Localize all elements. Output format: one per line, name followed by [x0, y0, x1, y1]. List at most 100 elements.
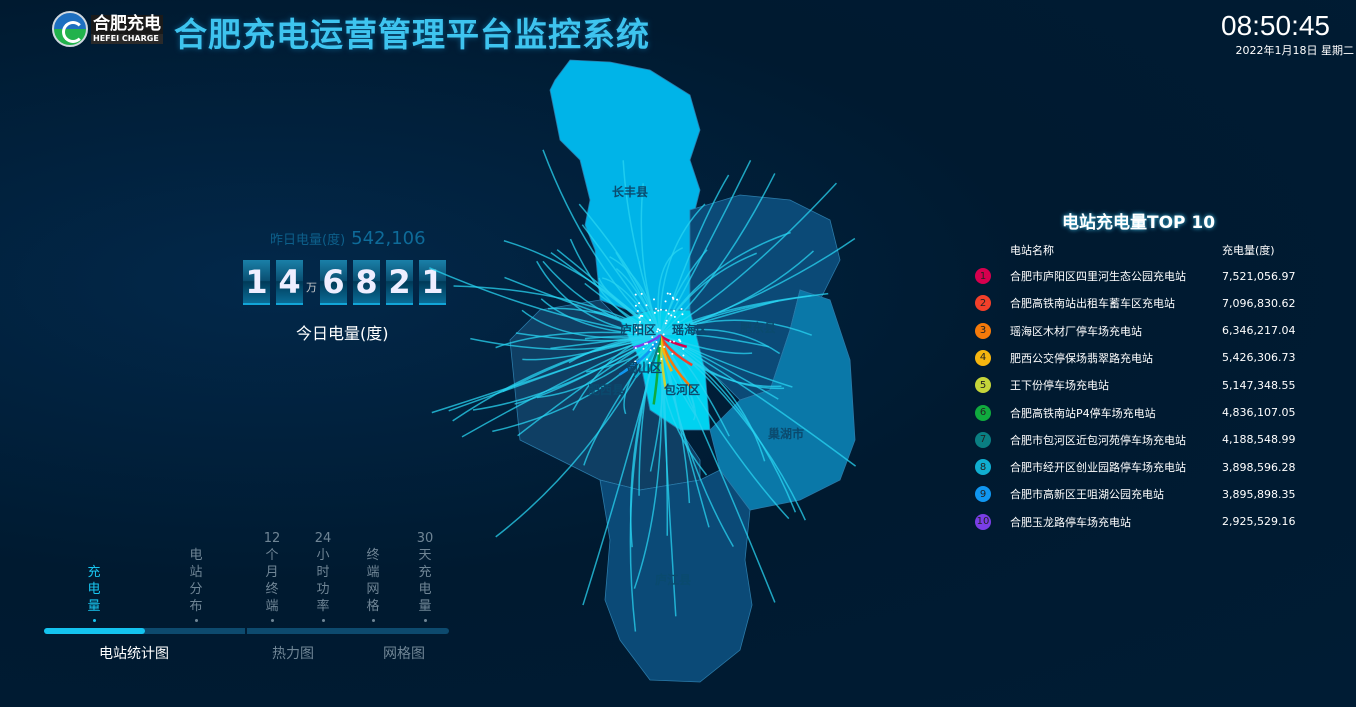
station-dot [649, 349, 652, 352]
flow-line [429, 267, 661, 336]
vtab-dot [270, 619, 274, 622]
rank-badge: 3 [975, 322, 991, 339]
station-dot [665, 319, 668, 322]
flow-line [540, 298, 661, 336]
station-dot [656, 330, 659, 333]
station-dot [634, 323, 637, 326]
station-dot [667, 312, 670, 315]
station-dot [646, 358, 649, 361]
station-dot [642, 347, 645, 350]
top10-row[interactable]: 1 合肥市庐阳区四里河生态公园充电站 7,521,056.97 [975, 266, 1335, 286]
top10-row[interactable]: 6 合肥高铁南站P4停车场充电站 4,836,107.05 [975, 403, 1335, 423]
station-value: 6,346,217.04 [1222, 324, 1296, 338]
vtab-label: 电站分布 [189, 548, 203, 614]
flow-line [472, 334, 661, 411]
logo-cn: 合肥充电 [91, 13, 163, 34]
station-value: 3,898,596.28 [1222, 460, 1296, 474]
station-dot [655, 341, 658, 344]
station-dot [653, 347, 656, 350]
flow-line [659, 252, 757, 336]
station-dot [651, 343, 654, 346]
map-region-label: 肥东县 [740, 320, 776, 335]
flow-line [615, 251, 661, 336]
station-dot [638, 326, 641, 329]
rank-badge: 4 [975, 349, 991, 366]
flow-line [659, 182, 838, 336]
flow-line [659, 159, 752, 336]
vtab-dot [194, 619, 198, 622]
vtab-1[interactable]: 电站分布 [184, 547, 208, 622]
top10-row[interactable]: 7 合肥市包河区近包河苑停车场充电站 4,188,548.99 [975, 430, 1335, 450]
flow-line [569, 238, 661, 336]
rank-badge: 9 [975, 486, 991, 503]
station-name: 王下份停车场充电站 [1010, 379, 1109, 393]
top10-row[interactable]: 4 肥西公交停保场翡翠路充电站 5,426,306.73 [975, 348, 1335, 368]
vtab-dot [92, 619, 96, 622]
station-dot [673, 309, 676, 312]
vtab-2[interactable]: 12个月终端 [260, 530, 284, 622]
station-dot [671, 352, 674, 355]
vtab-label: 终端网格 [366, 548, 380, 614]
rank-badge: 7 [975, 431, 991, 448]
station-dot [669, 293, 672, 296]
station-dot [634, 293, 637, 296]
rank-badge: 8 [975, 459, 991, 476]
top10-row[interactable]: 10 合肥玉龙路停车场充电站 2,925,529.16 [975, 512, 1335, 532]
station-dot [660, 358, 663, 361]
top10-row[interactable]: 2 合肥高铁南站出租车蓄车区充电站 7,096,830.62 [975, 293, 1335, 313]
station-name: 合肥高铁南站P4停车场充电站 [1010, 406, 1156, 420]
station-name: 合肥高铁南站出租车蓄车区充电站 [1010, 297, 1175, 311]
station-dot [669, 340, 672, 343]
station-value: 5,426,306.73 [1222, 351, 1296, 365]
station-dot [653, 311, 656, 314]
top10-row[interactable]: 3 瑶海区木材厂停车场充电站 6,346,217.04 [975, 321, 1335, 341]
flow-line [659, 334, 734, 548]
station-name: 合肥市包河区近包河苑停车场充电站 [1010, 433, 1186, 447]
vtab-4[interactable]: 终端网格 [361, 547, 385, 622]
digit: 2 [386, 260, 413, 305]
vtab-5[interactable]: 30天充电量 [413, 530, 437, 622]
station-dot [673, 340, 676, 343]
station-dot [646, 342, 649, 345]
rank-badge: 2 [975, 295, 991, 312]
station-dot [657, 309, 660, 312]
station-dot [662, 333, 665, 336]
vtab-3[interactable]: 24小时功率 [311, 530, 335, 622]
bottom-tab-2[interactable]: 网格图 [383, 646, 425, 662]
station-dot [678, 338, 681, 341]
bottom-tab-1[interactable]: 热力图 [272, 646, 314, 662]
station-dot [676, 298, 679, 301]
vertical-tabs: 充电量 电站分布 12个月终端 24小时功率 终端网格 30天充电量 [70, 522, 450, 622]
map-region-label: 包河区 [663, 382, 700, 397]
map-region-label: 蜀山区 [626, 360, 662, 375]
station-dot [664, 322, 667, 325]
top10-row[interactable]: 5 王下份停车场充电站 5,147,348.55 [975, 375, 1335, 395]
map-region[interactable] [599, 469, 753, 683]
station-value: 4,188,548.99 [1222, 433, 1296, 447]
bottom-tab-0[interactable]: 电站统计图 [99, 646, 169, 662]
flow-line [659, 333, 769, 348]
flow-line [568, 334, 661, 364]
top10-row[interactable]: 8 合肥市经开区创业园路停车场充电站 3,898,596.28 [975, 457, 1335, 477]
station-dot [640, 292, 643, 295]
digit: 4 [276, 260, 303, 305]
vtab-label: 充电量 [87, 565, 101, 614]
logo-emblem-icon [52, 11, 88, 47]
tab-track[interactable] [44, 628, 449, 634]
station-dot [682, 347, 685, 350]
map-region-label: 庐江县 [655, 572, 691, 587]
station-dot [634, 360, 637, 363]
station-dot [638, 302, 641, 305]
today-counter: 1 4 万 6 8 2 1 [243, 260, 446, 305]
station-dot [635, 331, 638, 334]
station-dot [645, 304, 648, 307]
station-dot [640, 314, 643, 317]
top10-row[interactable]: 9 合肥市高新区王咀湖公园充电站 3,895,898.35 [975, 484, 1335, 504]
vtab-0[interactable]: 充电量 [82, 564, 106, 622]
date: 2022年1月18日 星期二 [1235, 44, 1355, 57]
flow-line [659, 334, 790, 520]
station-dot [680, 308, 683, 311]
flow-line [659, 334, 782, 388]
col-header-value: 充电量(度) [1222, 244, 1275, 257]
flow-line [581, 224, 661, 336]
